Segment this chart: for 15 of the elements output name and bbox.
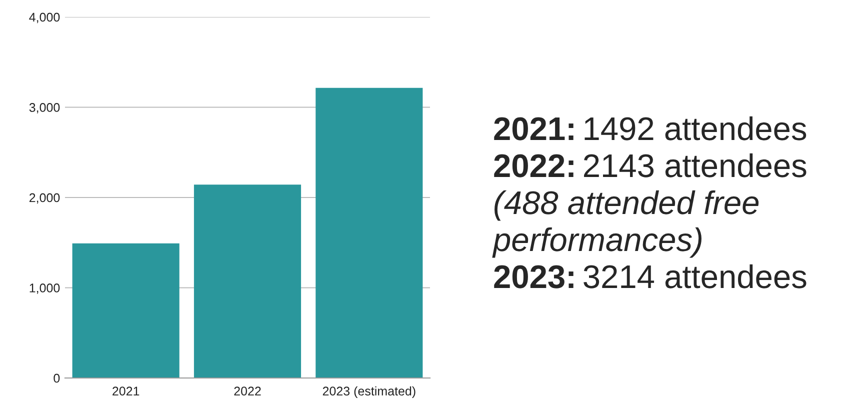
text: (488 attended free performances) xyxy=(492,190,759,258)
text: 2023: 3214 attendees xyxy=(494,264,806,288)
bar xyxy=(316,88,423,378)
y-tick-label: 0 xyxy=(54,374,60,383)
bar xyxy=(194,184,302,378)
bar xyxy=(72,243,180,378)
x-tick-label: 2023 (estimated) xyxy=(322,386,416,398)
y-tick-label: 1,000 xyxy=(30,284,60,294)
y-tick-label: 2,000 xyxy=(29,193,60,204)
text: 2021: 1492 attendees xyxy=(494,116,806,140)
y-tick-label: 4,000 xyxy=(29,12,60,24)
x-tick-label: 2022 xyxy=(234,386,261,396)
text: 2022: 2143 attendees xyxy=(494,153,806,178)
y-tick-label: 3,000 xyxy=(29,103,60,114)
x-tick-label: 2021 xyxy=(112,386,140,396)
